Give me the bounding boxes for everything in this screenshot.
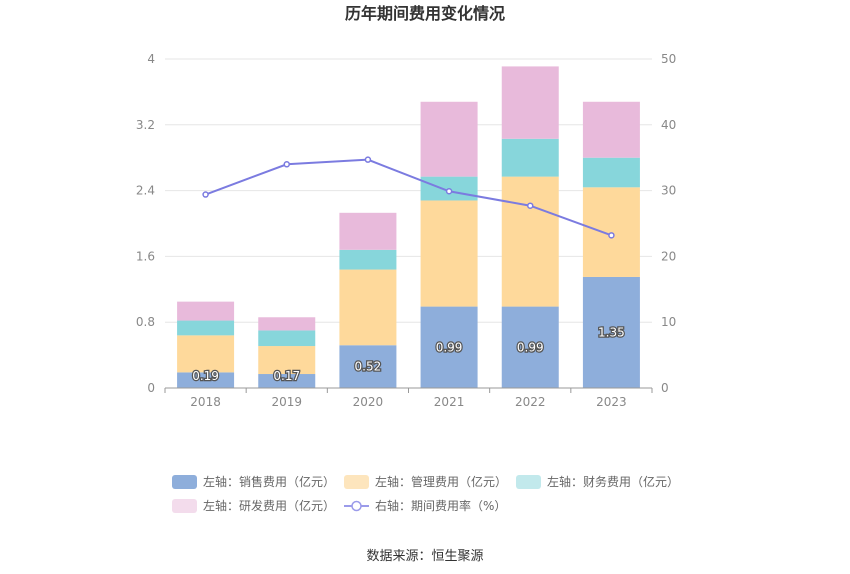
legend-swatch <box>172 475 197 489</box>
bar-segment <box>258 317 316 331</box>
legend-item[interactable]: 左轴：销售费用（亿元） <box>172 474 335 489</box>
legend-label: 左轴：财务费用（亿元） <box>547 474 679 489</box>
x-axis-tick-label: 2023 <box>596 395 627 409</box>
rate-point <box>283 161 290 168</box>
right-axis-tick-label: 50 <box>661 52 676 66</box>
legend-label: 左轴：管理费用（亿元） <box>375 474 507 489</box>
bar-segment <box>177 301 235 321</box>
left-axis-tick-label: 1.6 <box>136 249 155 263</box>
legend-marker <box>351 500 362 512</box>
bar-segment <box>582 276 640 388</box>
data-labels: 0.19 0.17 0.52 0.99 0.99 1.35 <box>191 324 626 384</box>
bar-value-label: 0.19 <box>192 369 219 383</box>
bar-group <box>177 66 640 388</box>
legend-item[interactable]: 右轴：期间费用率（%） <box>344 498 506 513</box>
right-axis-tick-label: 0 <box>661 381 669 395</box>
chart-title: 历年期间费用变化情况 <box>345 4 505 23</box>
x-axis-tick-label: 2018 <box>190 395 221 409</box>
legend-label: 右轴：期间费用率（%） <box>375 498 506 513</box>
rate-line <box>205 158 612 237</box>
left-axis-tick-label: 0 <box>147 381 155 395</box>
bar-value-label: 1.35 <box>598 325 625 339</box>
bar-segment <box>501 306 559 388</box>
source-note: 数据来源：恒生聚源 <box>366 549 483 564</box>
rate-point <box>364 156 372 163</box>
bar-segment <box>339 212 397 250</box>
bar-segment <box>501 66 559 139</box>
bar-segment <box>420 101 478 177</box>
bar-value-label: 0.17 <box>273 369 300 383</box>
bar-segment <box>501 176 559 307</box>
legend-label: 左轴：研发费用（亿元） <box>203 498 335 513</box>
x-axis-tick-label: 2020 <box>353 395 384 409</box>
bar-segment <box>258 330 316 347</box>
bar-segment <box>339 345 397 388</box>
legend-item[interactable]: 左轴：财务费用（亿元） <box>516 474 679 489</box>
bar-segment <box>177 335 235 373</box>
legend-item[interactable]: 左轴：管理费用（亿元） <box>344 474 507 489</box>
grid-lines <box>165 58 652 323</box>
bar-segment <box>420 306 478 388</box>
bar-segment <box>501 138 559 177</box>
legend-swatch <box>516 475 541 489</box>
bar-segment <box>177 320 235 336</box>
x-axis-tick-label: 2021 <box>434 395 465 409</box>
x-axis-tick-label: 2019 <box>271 395 302 409</box>
legend-item[interactable]: 左轴：研发费用（亿元） <box>172 498 335 513</box>
line-series <box>202 156 615 239</box>
left-axis-tick-label: 2.4 <box>136 184 155 198</box>
left-axis-tick-label: 4 <box>147 52 155 66</box>
bar-segment <box>582 101 640 158</box>
bar-segment <box>177 372 235 388</box>
right-axis-tick-label: 40 <box>661 118 676 132</box>
bar-value-label: 0.99 <box>436 340 463 354</box>
rate-point <box>527 202 534 209</box>
x-axis-tick-label: 2022 <box>515 395 546 409</box>
right-axis-tick-label: 30 <box>661 184 676 198</box>
bar-segment <box>258 374 316 388</box>
legend-swatch <box>172 499 197 513</box>
left-axis-tick-label: 0.8 <box>136 315 155 329</box>
bar-value-label: 0.99 <box>517 340 544 354</box>
bar-segment <box>339 269 397 346</box>
rate-point <box>445 188 453 195</box>
legend-label: 左轴：销售费用（亿元） <box>203 474 335 489</box>
legend-swatch <box>344 475 369 489</box>
left-axis-tick-label: 3.2 <box>136 118 155 132</box>
rate-point <box>608 232 615 239</box>
right-axis-tick-label: 20 <box>661 249 676 263</box>
rate-point <box>202 191 209 198</box>
bar-segment <box>339 249 397 270</box>
bar-value-label: 0.52 <box>355 360 382 374</box>
bar-segment <box>258 346 316 375</box>
bar-segment <box>420 200 478 307</box>
right-axis-tick-label: 10 <box>661 315 676 329</box>
legend[interactable]: 左轴：销售费用（亿元） 左轴：管理费用（亿元） 左轴：财务费用（亿元） 左轴：研发费用… <box>172 474 679 513</box>
bar-segment <box>582 157 640 188</box>
